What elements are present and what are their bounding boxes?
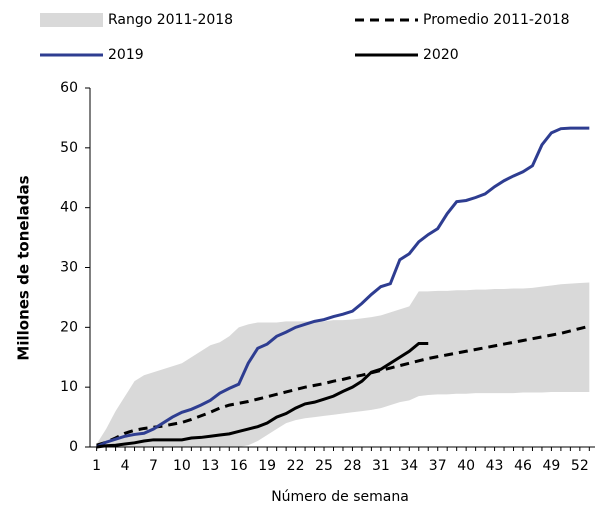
x-tick-label: 4 <box>121 458 130 474</box>
line <box>96 341 429 449</box>
x-tick-label: 31 <box>372 458 390 474</box>
y-tick-label: 50 <box>60 140 78 156</box>
x-tick-label: 43 <box>486 458 504 474</box>
y-tick-label: 20 <box>60 319 78 335</box>
legend-swatch <box>40 13 103 27</box>
x-tick-label: 28 <box>344 458 362 474</box>
x-tick-label: 13 <box>201 458 219 474</box>
legend-label: 2020 <box>423 47 459 63</box>
x-tick-label: 7 <box>149 458 158 474</box>
y-tick-label: 30 <box>60 260 78 276</box>
legend-label: Promedio 2011-2018 <box>423 12 570 28</box>
x-tick-label: 19 <box>258 458 276 474</box>
x-tick-label: 1 <box>92 458 101 474</box>
y-axis-label: Millones de toneladas <box>15 175 33 360</box>
legend-label: Rango 2011-2018 <box>108 12 233 28</box>
x-tick-label: 22 <box>287 458 305 474</box>
x-tick-label: 34 <box>400 458 418 474</box>
x-tick-label: 37 <box>429 458 447 474</box>
line <box>95 126 590 449</box>
x-tick-label: 16 <box>230 458 248 474</box>
y-tick-label: 0 <box>69 439 78 455</box>
y-tick-label: 40 <box>60 200 78 216</box>
y-tick-label: 60 <box>60 80 78 96</box>
line <box>96 324 590 447</box>
x-tick-label: 46 <box>514 458 532 474</box>
x-tick-label: 52 <box>571 458 589 474</box>
y-tick-label: 10 <box>60 379 78 395</box>
x-tick-label: 49 <box>543 458 561 474</box>
x-tick-label: 40 <box>457 458 475 474</box>
x-tick-label: 10 <box>173 458 191 474</box>
legend-label: 2019 <box>108 47 144 63</box>
x-tick-label: 25 <box>315 458 333 474</box>
range-band <box>96 282 590 447</box>
x-axis-label: Número de semana <box>271 489 409 505</box>
